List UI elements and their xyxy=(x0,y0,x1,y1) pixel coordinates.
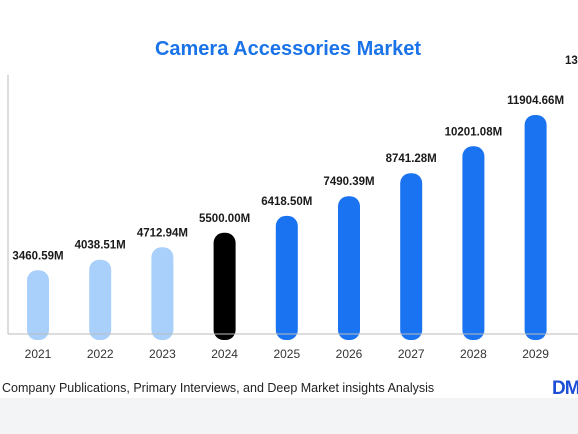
value-label-2023: 4712.94M xyxy=(137,227,188,239)
clipped-value-label: 13 xyxy=(565,55,578,67)
x-tick-2028: 2028 xyxy=(460,347,487,361)
x-tick-2025: 2025 xyxy=(273,347,300,361)
value-label-2022: 4038.51M xyxy=(75,240,126,252)
x-tick-2022: 2022 xyxy=(87,347,114,361)
bar-2027 xyxy=(400,173,423,340)
bar-2024 xyxy=(213,232,236,340)
bar-2026 xyxy=(338,196,360,340)
bar-2021 xyxy=(27,270,49,340)
source-note: Company Publications, Primary Interviews… xyxy=(2,381,435,395)
bars-layer xyxy=(27,115,547,340)
x-tick-2021: 2021 xyxy=(25,347,52,361)
x-tick-2024: 2024 xyxy=(211,347,238,361)
x-tick-labels-layer: 2021 2022 2023 2024 2025 2026 2027 2028 2029 xyxy=(25,347,550,361)
bar-2029 xyxy=(524,115,547,340)
bar-2028 xyxy=(462,146,485,340)
chart-title: Camera Accessories Market xyxy=(155,38,421,60)
value-label-2026: 7490.39M xyxy=(323,176,374,188)
value-label-2024: 5500.00M xyxy=(199,213,250,225)
value-label-2021: 3460.59M xyxy=(12,250,63,262)
value-label-2029: 11904.66M xyxy=(507,95,564,107)
value-labels-layer: 3460.59M 4038.51M 4712.94M 5500.00M 6418.50M… xyxy=(12,95,564,262)
x-tick-2026: 2026 xyxy=(336,347,363,361)
bar-2023 xyxy=(151,247,174,340)
x-tick-2027: 2027 xyxy=(398,347,425,361)
bar-2022 xyxy=(89,259,112,340)
footer-band xyxy=(0,398,578,434)
value-label-2025: 6418.50M xyxy=(261,196,312,208)
x-tick-2029: 2029 xyxy=(522,347,549,361)
value-label-2027: 8741.28M xyxy=(386,153,437,165)
value-label-2028: 10201.08M xyxy=(445,126,503,138)
bar-2025 xyxy=(275,215,298,340)
x-tick-2023: 2023 xyxy=(149,347,176,361)
brand-logo-icon: DM xyxy=(552,378,578,399)
